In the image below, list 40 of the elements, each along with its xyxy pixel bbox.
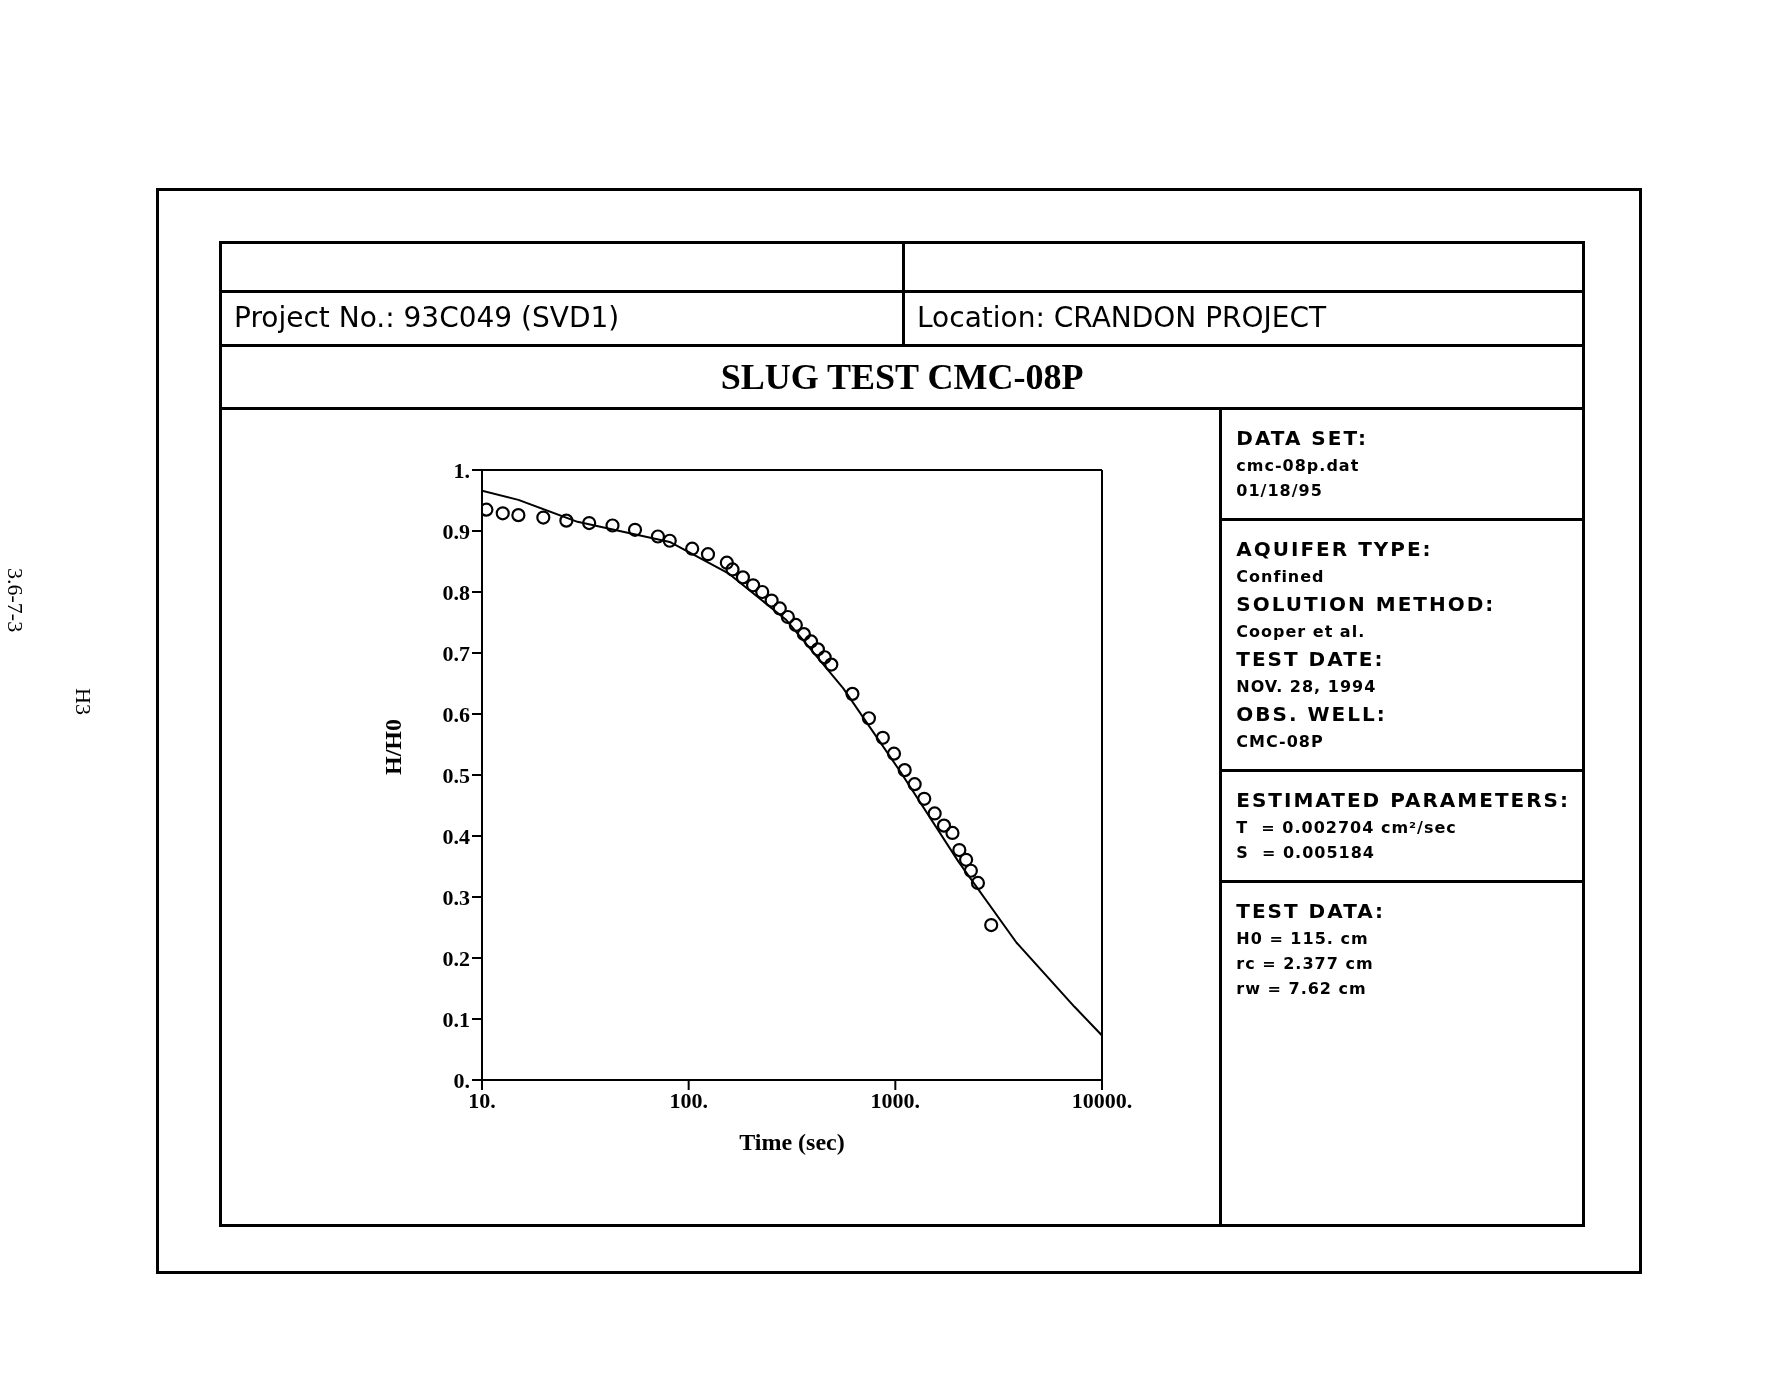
text: H3 [70,688,96,715]
text: T = 0.002704 cm²/sec [1236,818,1458,837]
y-tick-label: 0.4 [442,823,470,849]
text: Project No.: 93C049 (SVD1) [222,290,902,344]
text: rw = 7.62 cm [1236,979,1368,998]
text: SOLUTION METHOD: [1236,592,1497,616]
y-tick-label: 0.3 [442,884,470,910]
y-axis-title: H/H0 [379,718,406,775]
text: OBS. WELL: [1236,702,1388,726]
y-tick-label: 0.6 [442,701,470,727]
text: NOV. 28, 1994 [1236,677,1378,696]
text: Confined [1236,567,1326,586]
x-tick-label: 10. [468,1087,496,1113]
text: AQUIFER TYPE: [1236,537,1434,561]
y-tick-label: 0.8 [442,579,470,605]
text: 01/18/95 [1236,481,1324,500]
text: rc = 2.377 cm [1236,954,1375,973]
x-axis-title: Time (sec) [739,1129,845,1155]
y-tick-label: 0.7 [442,640,470,666]
text: TEST DATE: [1236,647,1386,671]
text: ESTIMATED PARAMETERS: [1236,788,1570,812]
x-tick-label: 10000. [1071,1087,1133,1113]
text: 3.6-7-3 [2,568,28,633]
text: cmc-08p.dat [1236,456,1361,475]
text: Cooper et al. [1236,622,1367,641]
chart-title: SLUG TEST CMC-08P [222,347,1582,410]
y-tick-label: 0.5 [442,762,470,788]
text: CMC-08P [1236,732,1325,751]
text: Location: CRANDON PROJECT [905,290,1582,344]
text: S = 0.005184 [1236,843,1376,862]
x-tick-label: 100. [669,1087,708,1113]
text: TEST DATA: [1236,899,1387,923]
x-tick-label: 1000. [870,1087,921,1113]
y-tick-label: 0.9 [442,518,470,544]
text: DATA SET: [1236,426,1369,450]
text: H0 = 115. cm [1236,929,1370,948]
y-tick-label: 0.1 [442,1006,470,1032]
y-tick-label: 0.2 [442,945,470,971]
y-tick-label: 0. [453,1067,470,1093]
y-tick-label: 1. [453,457,470,483]
